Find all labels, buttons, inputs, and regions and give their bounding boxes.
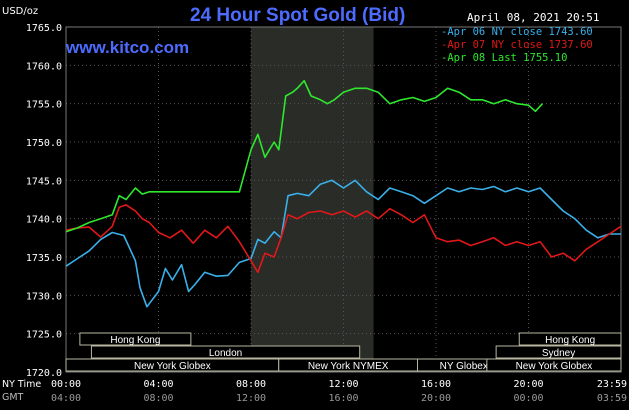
legend-label-apr08: Apr 08 Last 1755.10 [447,52,568,64]
x-tick-ny: 08:00 [236,379,266,390]
x-tick-ny: 20:00 [513,379,543,390]
site-link[interactable]: www.kitco.com [66,38,190,57]
session-box [486,358,622,372]
x-tick-gmt: 03:59 [597,393,627,404]
session-label: Sydney [542,348,575,359]
unit-label: USD/oz [2,6,39,17]
legend-item-apr07: -Apr 07 NY close 1737.60 [441,39,593,51]
legend-item-apr06: -Apr 06 NY close 1743.60 [441,26,593,38]
y-tick-label: 1740.0 [26,215,62,226]
chart-title: 24 Hour Spot Gold (Bid) [190,5,406,26]
y-tick-label: 1750.0 [26,138,62,149]
legend-label-apr06: Apr 06 NY close 1743.60 [447,26,593,38]
session-label: New York NYMEX [308,361,389,372]
session-box [495,345,622,359]
legend-label-apr07: Apr 07 NY close 1737.60 [447,39,593,51]
plot-border [65,26,622,373]
session-box [79,332,192,346]
market-sessions: Hong Kong London New York Globex New York N… [65,332,622,372]
series-line-1 [65,204,622,274]
x-tick-ny: 23:59 [597,379,627,390]
x-tick-ny: 12:00 [328,379,358,390]
x-tick-ny: 16:00 [421,379,451,390]
y-tick-label: 1745.0 [26,176,62,187]
ny-time-label: NY Time [2,379,42,390]
legend: -Apr 06 NY close 1743.60 -Apr 07 NY clos… [441,26,593,65]
price-series [65,79,622,308]
x-tick-ny: 04:00 [143,379,173,390]
y-axis-ticks: 1765.0 1760.0 1755.0 1750.0 1745.0 1740.0 1735… [26,23,62,379]
series-line-2 [65,79,543,233]
x-tick-gmt: 20:00 [421,393,451,404]
session-label: Hong Kong [110,335,160,346]
y-tick-label: 1725.0 [26,330,62,341]
y-tick-label: 1760.0 [26,61,62,72]
y-tick-label: 1765.0 [26,23,62,34]
x-tick-gmt: 16:00 [328,393,358,404]
legend-item-apr08: -Apr 08 Last 1755.10 [441,52,568,64]
session-label: Hong Kong [545,335,595,346]
session-box [518,332,622,346]
x-axis-ticks: 00:00 04:00 04:00 08:00 08:00 12:00 12:00 16:00… [51,379,627,404]
x-tick-ny: 00:00 [51,379,81,390]
session-label: London [209,348,242,359]
chart-date: April 08, 2021 20:51 [467,11,600,24]
session-highlight [251,27,374,372]
y-tick-label: 1720.0 [26,368,62,379]
x-tick-gmt: 08:00 [143,393,173,404]
x-tick-gmt: 00:00 [513,393,543,404]
x-tick-gmt: 12:00 [236,393,266,404]
series-line-0 [65,179,621,308]
session-box [90,345,361,359]
session-label: NY Globex [440,361,488,372]
y-tick-label: 1755.0 [26,100,62,111]
session-label: New York Globex [134,361,211,372]
axis-timezone-labels: NY Time GMT [2,378,41,404]
y-tick-label: 1730.0 [26,291,62,302]
gmt-label: GMT [2,392,24,403]
session-label: New York Globex [516,361,593,372]
y-tick-label: 1735.0 [26,253,62,264]
x-tick-gmt: 04:00 [51,393,81,404]
